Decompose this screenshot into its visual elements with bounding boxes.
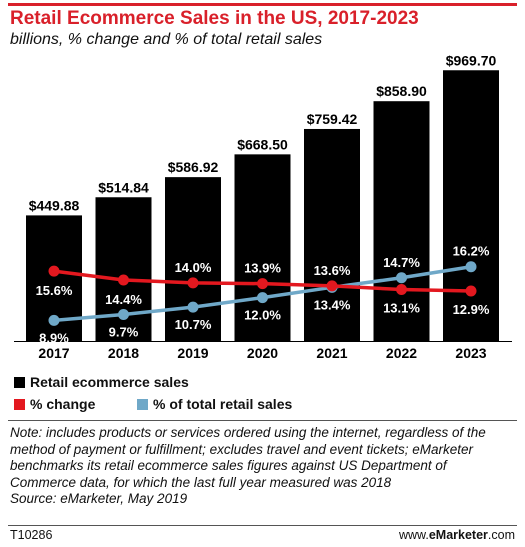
x-tick-label-2023: 2023 — [455, 345, 486, 361]
legend-item-sales: Retail ecommerce sales — [14, 374, 189, 390]
share-label-2023: 16.2% — [453, 244, 490, 259]
bar-value-label-2017: $449.88 — [29, 197, 80, 213]
change-label-2020: 13.9% — [244, 261, 281, 276]
bar-value-label-2019: $586.92 — [168, 159, 219, 175]
legend-label-sales: Retail ecommerce sales — [30, 374, 189, 390]
share-label-2018: 9.7% — [109, 325, 139, 340]
change-point-2022 — [396, 284, 407, 296]
legend-swatch-share — [137, 398, 148, 410]
share-point-2018 — [118, 309, 129, 321]
bar-line-chart: $449.88 2017 $514.84 2018 $586.92 2019 $668.50… — [14, 52, 512, 361]
bar-value-label-2022: $858.90 — [376, 83, 427, 99]
brand-link[interactable]: www.eMarketer.com — [399, 528, 515, 542]
legend-item-change: % change — [14, 396, 95, 412]
x-tick-label-2022: 2022 — [386, 345, 417, 361]
share-point-2022 — [396, 272, 407, 284]
footer-divider — [8, 525, 517, 526]
share-label-2020: 12.0% — [244, 308, 281, 323]
bar-value-label-2023: $969.70 — [446, 52, 497, 68]
legend-item-share: % of total retail sales — [137, 396, 292, 412]
change-label-2022: 13.1% — [383, 301, 420, 316]
top-rule — [8, 3, 517, 6]
legend-label-share: % of total retail sales — [153, 396, 293, 412]
share-point-2017 — [48, 314, 60, 326]
note-divider — [8, 420, 517, 421]
x-tick-label-2017: 2017 — [38, 345, 69, 361]
legend-swatch-change — [14, 398, 25, 410]
change-label-2019: 14.0% — [175, 260, 212, 275]
legend-label-change: % change — [30, 396, 96, 412]
share-point-2020 — [257, 292, 268, 304]
chart-subtitle: billions, % change and % of total retail… — [10, 31, 323, 48]
change-point-2017 — [48, 265, 60, 277]
chart-title: Retail Ecommerce Sales in the US, 2017-2… — [10, 8, 419, 29]
change-label-2018: 14.4% — [105, 292, 142, 307]
brand-name: eMarketer — [428, 528, 488, 542]
chart-id: T10286 — [10, 528, 53, 542]
change-label-2017: 15.6% — [36, 283, 73, 298]
bar-2023 — [443, 70, 499, 341]
change-point-2023 — [465, 285, 477, 297]
bar-value-label-2021: $759.42 — [307, 111, 358, 127]
x-tick-label-2018: 2018 — [108, 345, 139, 361]
change-label-2023: 12.9% — [453, 302, 490, 317]
change-label-2021: 13.6% — [314, 263, 351, 278]
brand-suffix: .com — [487, 528, 515, 542]
bar-2019 — [165, 177, 221, 341]
footnote: Note: includes products or services orde… — [10, 425, 515, 508]
x-tick-label-2021: 2021 — [316, 345, 347, 361]
source-text: Source: eMarketer, May 2019 — [10, 491, 188, 506]
brand-prefix: www. — [398, 528, 429, 542]
share-label-2021: 13.4% — [314, 297, 351, 312]
bar-2021 — [304, 128, 360, 341]
x-tick-label-2019: 2019 — [177, 345, 208, 361]
legend-swatch-sales — [14, 376, 25, 388]
bar-2022 — [373, 101, 430, 341]
share-label-2022: 14.7% — [383, 255, 420, 270]
share-label-2017: 8.9% — [39, 330, 69, 345]
x-tick-label-2020: 2020 — [247, 345, 278, 361]
bar-value-label-2018: $514.84 — [98, 179, 149, 195]
change-point-2018 — [118, 274, 129, 286]
change-point-2019 — [187, 277, 199, 289]
change-point-2021 — [326, 280, 338, 292]
change-point-2020 — [257, 278, 268, 290]
note-text: Note: includes products or services orde… — [10, 425, 486, 490]
bar-2020 — [234, 154, 291, 341]
bar-value-label-2020: $668.50 — [237, 136, 288, 152]
share-label-2019: 10.7% — [175, 317, 212, 332]
share-point-2023 — [465, 261, 477, 273]
share-point-2019 — [187, 301, 199, 313]
